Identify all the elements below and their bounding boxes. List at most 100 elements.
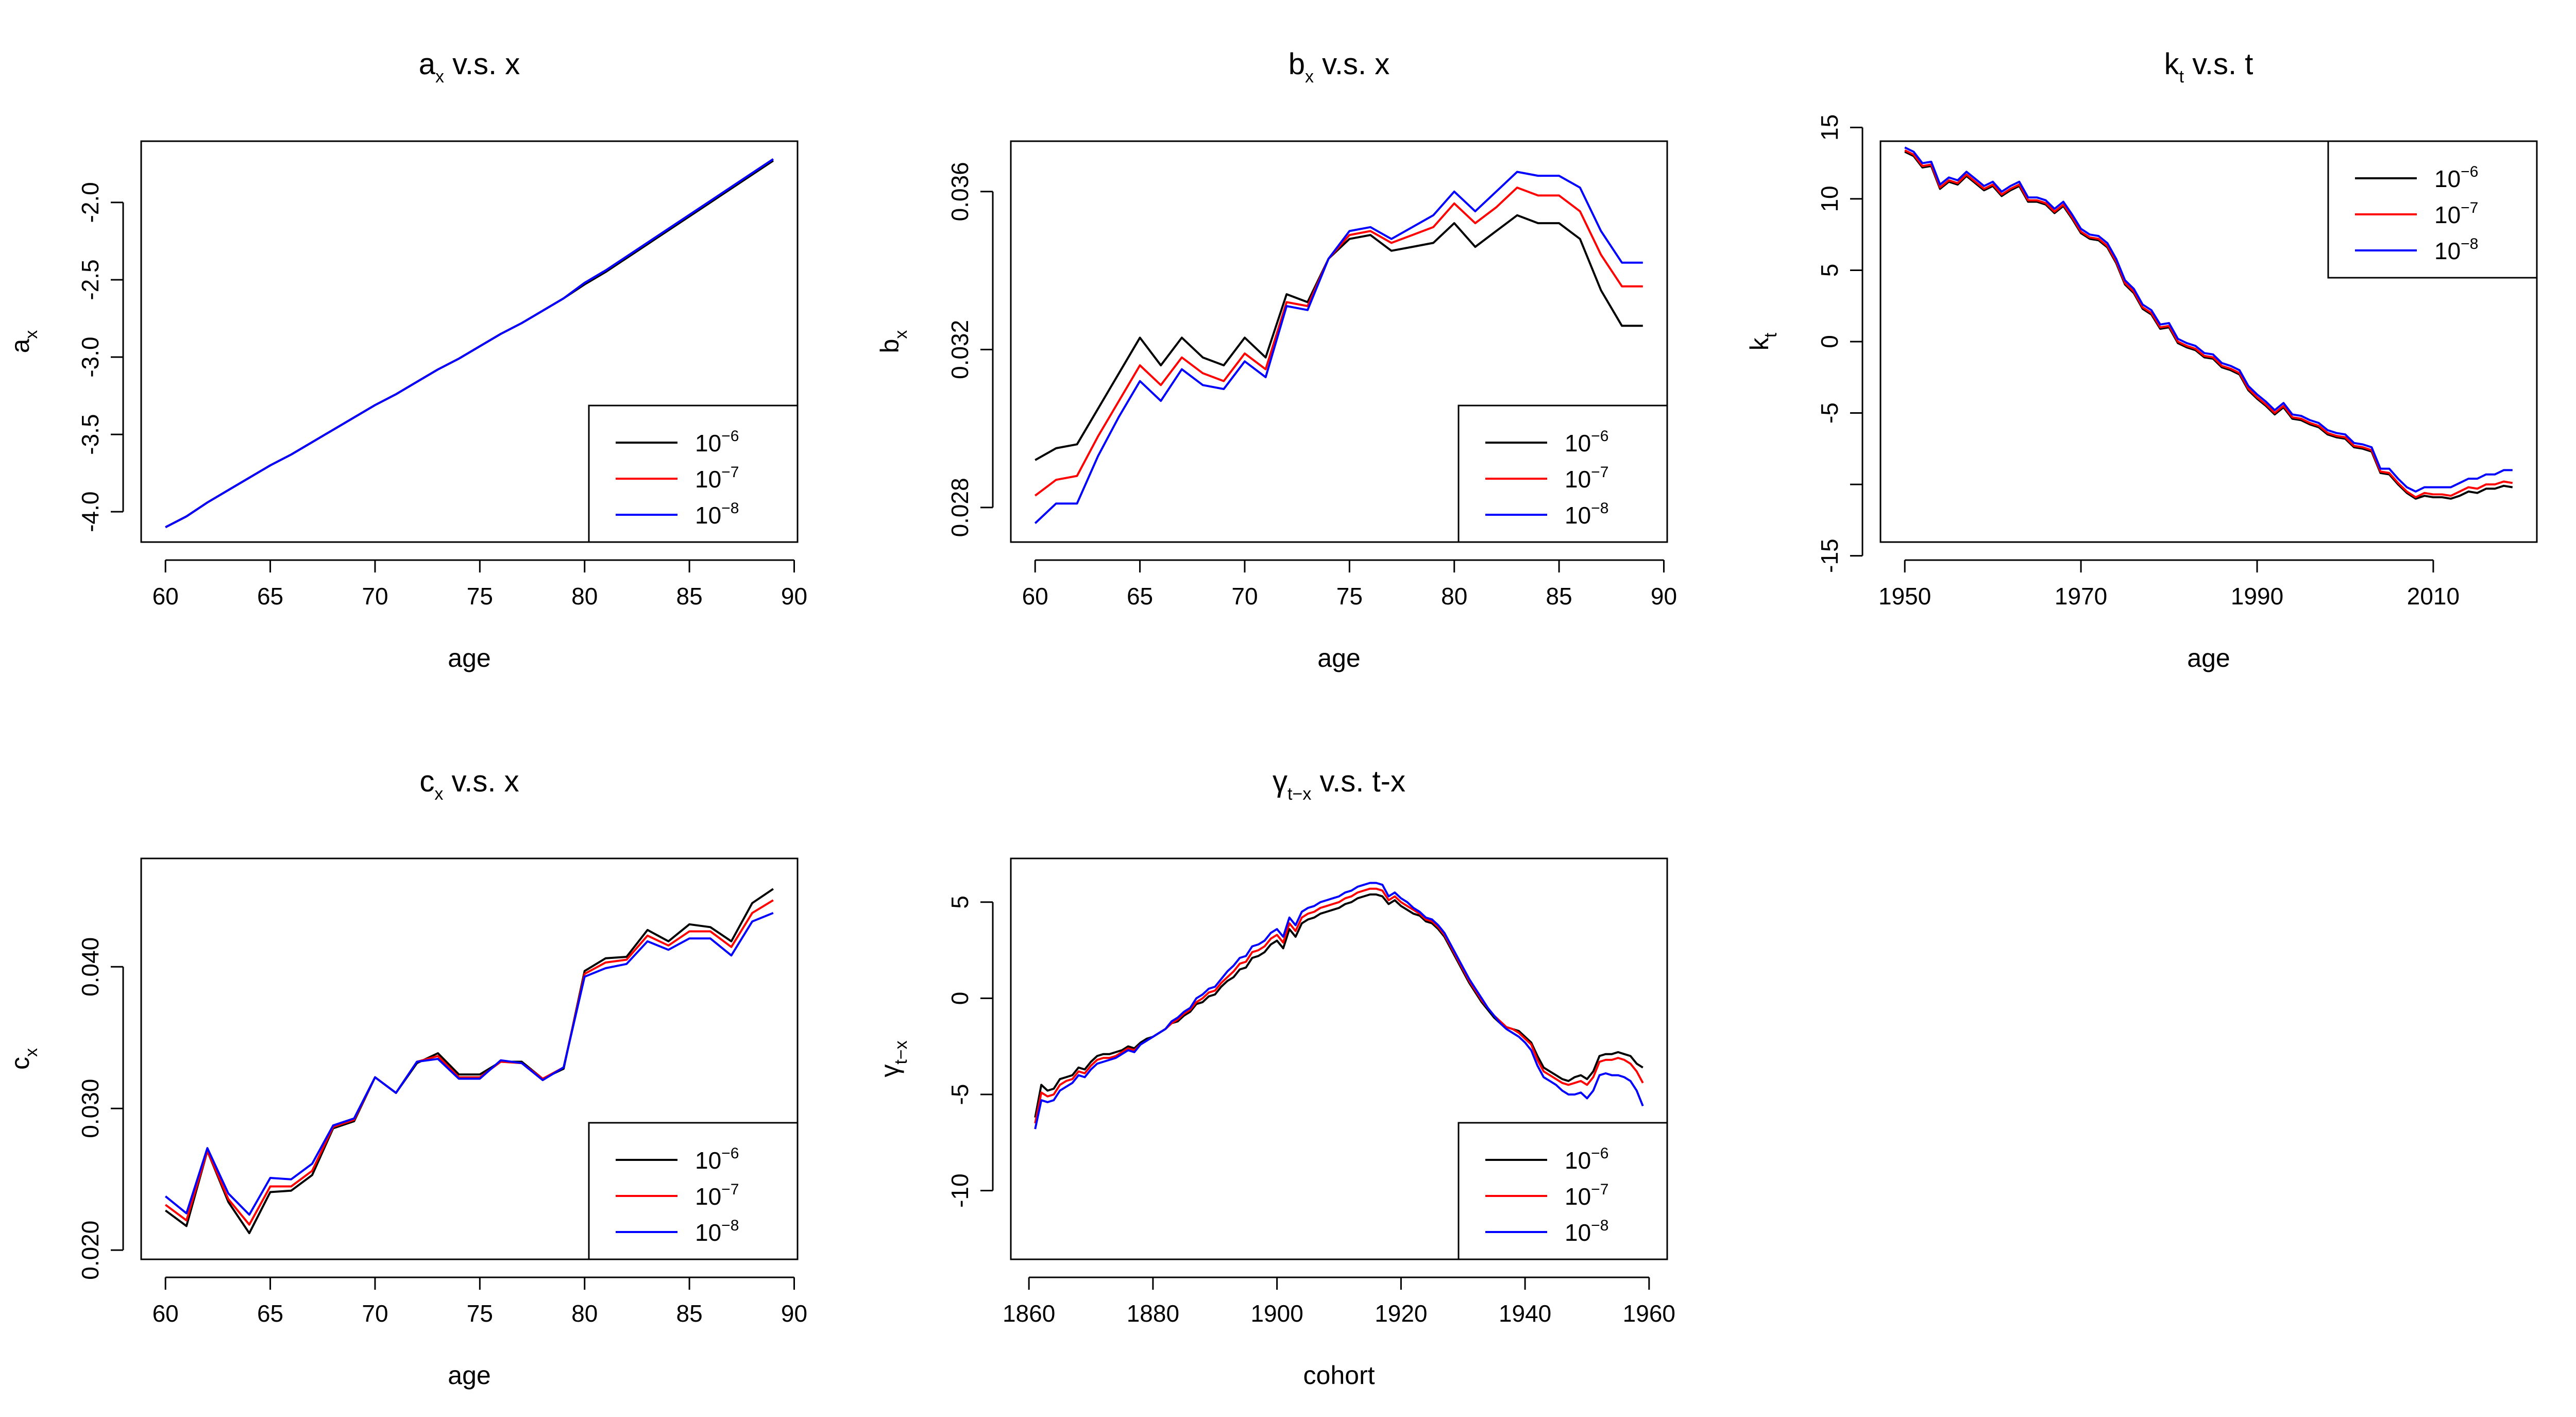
plot-frame bbox=[1010, 140, 1668, 543]
panel-gamma: γt−x v.s. t-x cohort γt−x 1860 1880 1900 1920 1… bbox=[875, 765, 1675, 1390]
y-axis-label: kt bbox=[1745, 332, 1781, 350]
y-tick-label: -2.0 bbox=[77, 182, 104, 223]
plot-frame bbox=[1010, 857, 1668, 1260]
y-tick-label: -3.0 bbox=[77, 336, 104, 377]
panel-bx: bx v.s. x age bx 60 65 70 75 80 85 90 0.028 0.032 0.… bbox=[875, 47, 1677, 672]
x-tick-label: 80 bbox=[571, 583, 598, 610]
x-tick-label: 60 bbox=[152, 583, 179, 610]
x-tick-label: 75 bbox=[1336, 583, 1363, 610]
y-tick-label: -4.0 bbox=[77, 492, 104, 532]
x-tick-label: 75 bbox=[467, 583, 493, 610]
series-line-3 bbox=[165, 158, 774, 528]
x-tick-label: 65 bbox=[257, 1300, 283, 1327]
y-tick-label: 0.032 bbox=[946, 320, 973, 379]
panel-cx: cx v.s. x age cx 60 65 70 75 80 85 90 0.020 0.030 0.… bbox=[6, 765, 807, 1390]
series-line-1 bbox=[1034, 893, 1643, 1118]
x-tick-label: 70 bbox=[1231, 583, 1258, 610]
legend-label: 10−7 bbox=[695, 464, 739, 493]
x-tick-label: 85 bbox=[676, 583, 703, 610]
y-tick-label: 0.030 bbox=[77, 1079, 104, 1138]
y-tick-label: -5 bbox=[946, 1084, 973, 1105]
panel-kt: kt v.s. t age kt 1950 1970 1990 2010 -15 -5 0 5 10 1… bbox=[1745, 47, 2538, 672]
legend-label: 10−8 bbox=[2434, 235, 2478, 264]
y-axis-label: γt−x bbox=[875, 1040, 911, 1077]
plot-frame bbox=[140, 857, 799, 1260]
legend-label: 10−8 bbox=[695, 1217, 739, 1246]
y-tick-label: 0 bbox=[946, 992, 973, 1005]
y-tick-label: -5 bbox=[1816, 402, 1843, 424]
x-tick-label: 80 bbox=[1441, 583, 1467, 610]
y-axis-label: ax bbox=[6, 330, 41, 353]
x-tick-label: 2010 bbox=[2407, 583, 2460, 610]
plot-frame bbox=[140, 140, 799, 543]
y-tick-label: 5 bbox=[1816, 264, 1843, 277]
legend: 10−6 10−7 10−8 bbox=[1458, 1122, 1668, 1260]
panel-title: kt v.s. t bbox=[2164, 47, 2253, 87]
y-tick-label: -3.5 bbox=[77, 414, 104, 454]
x-tick-label: 1900 bbox=[1250, 1300, 1303, 1327]
x-tick-label: 70 bbox=[362, 1300, 388, 1327]
x-axis-label: age bbox=[448, 1361, 490, 1390]
panel-title: bx v.s. x bbox=[1289, 47, 1389, 87]
legend: 10−6 10−7 10−8 bbox=[588, 1122, 799, 1260]
series-line-1 bbox=[1035, 214, 1643, 461]
x-tick-label: 1970 bbox=[2055, 583, 2107, 610]
plot-frame bbox=[1879, 140, 2538, 543]
series-line-3 bbox=[1034, 882, 1644, 1129]
y-tick-label: -10 bbox=[946, 1173, 973, 1207]
legend-label: 10−6 bbox=[1565, 428, 1608, 457]
x-axis-label: age bbox=[1317, 644, 1360, 672]
legend-label: 10−6 bbox=[695, 428, 739, 457]
legend-label: 10−6 bbox=[2434, 163, 2478, 192]
legend-label: 10−8 bbox=[1565, 500, 1608, 529]
x-tick-label: 90 bbox=[781, 1300, 807, 1327]
y-tick-label: -2.5 bbox=[77, 259, 104, 300]
series-line-2 bbox=[1034, 887, 1644, 1124]
y-tick-label: 10 bbox=[1816, 185, 1843, 212]
x-tick-label: 60 bbox=[1022, 583, 1048, 610]
series-line-3 bbox=[164, 912, 774, 1216]
series-line-1 bbox=[1904, 150, 2513, 500]
series-line-2 bbox=[165, 899, 774, 1226]
x-tick-label: 1990 bbox=[2231, 583, 2283, 610]
y-tick-label: 0.020 bbox=[77, 1221, 104, 1280]
panel-title: γt−x v.s. t-x bbox=[1273, 765, 1405, 804]
y-axis-label: cx bbox=[6, 1048, 41, 1070]
y-axis-label: bx bbox=[875, 330, 911, 353]
x-tick-label: 1920 bbox=[1375, 1300, 1427, 1327]
series-line-2 bbox=[1034, 187, 1643, 497]
legend-box bbox=[2327, 140, 2538, 279]
legend-label: 10−7 bbox=[1565, 1181, 1608, 1210]
x-tick-label: 75 bbox=[467, 1300, 493, 1327]
x-tick-label: 1960 bbox=[1623, 1300, 1675, 1327]
y-tick-label: 0.028 bbox=[946, 478, 973, 537]
x-axis-label: cohort bbox=[1303, 1361, 1375, 1390]
x-tick-label: 85 bbox=[676, 1300, 703, 1327]
x-axis-label: age bbox=[2187, 644, 2230, 672]
x-tick-label: 65 bbox=[1127, 583, 1153, 610]
legend-label: 10−8 bbox=[1565, 1217, 1608, 1246]
legend-label: 10−7 bbox=[1565, 464, 1608, 493]
x-tick-label: 1860 bbox=[1003, 1300, 1055, 1327]
y-tick-label: 0 bbox=[1816, 335, 1843, 348]
x-tick-label: 1880 bbox=[1127, 1300, 1179, 1327]
legend-box bbox=[1458, 1122, 1668, 1260]
legend: 10−6 10−7 10−8 bbox=[588, 404, 799, 543]
legend-label: 10−8 bbox=[695, 500, 739, 529]
x-tick-label: 1940 bbox=[1499, 1300, 1551, 1327]
x-tick-label: 90 bbox=[781, 583, 807, 610]
legend-box bbox=[588, 404, 799, 543]
x-tick-label: 70 bbox=[362, 583, 388, 610]
series-line-1 bbox=[165, 888, 774, 1235]
x-tick-label: 1950 bbox=[1878, 583, 1931, 610]
y-tick-label: 15 bbox=[1816, 114, 1843, 141]
x-tick-label: 90 bbox=[1651, 583, 1677, 610]
panel-title: ax v.s. x bbox=[419, 47, 520, 87]
legend-label: 10−6 bbox=[1565, 1145, 1608, 1174]
panel-ax: ax v.s. x age ax 60 65 70 75 80 85 90 -4.0 -3.5 -3.0… bbox=[6, 47, 807, 672]
legend: 10−6 10−7 10−8 bbox=[1458, 404, 1668, 543]
series-line-3 bbox=[1904, 146, 2513, 493]
x-axis-label: age bbox=[448, 644, 490, 672]
legend-box bbox=[588, 1122, 799, 1260]
